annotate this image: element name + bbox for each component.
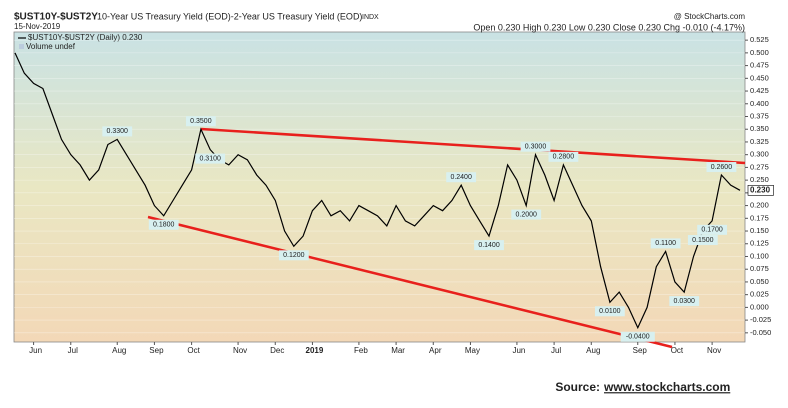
y-tick-label: 0.400 [750,99,769,108]
data-label: 0.3500 [190,118,212,125]
trend-line [147,215,673,349]
data-label: 0.0300 [674,298,696,305]
y-tick-label: 0.125 [750,239,769,248]
label-bg [195,153,226,164]
y-tick-label: -0.025 [750,315,771,324]
x-tick-label: Oct [187,346,200,355]
label-bg [669,296,700,307]
trend-line [200,127,746,165]
x-tick-label: Aug [112,346,126,355]
x-tick-label: Jul [551,346,561,355]
data-label: 0.0100 [599,308,621,315]
volume-legend: Volume undef [26,42,76,51]
data-label: 0.230 [750,185,771,194]
y-tick-label: 0.200 [750,201,769,210]
x-tick-label: Mar [391,346,405,355]
label-bg [594,306,625,317]
data-label: 0.1400 [478,242,500,249]
x-tick-label: Jun [29,346,42,355]
y-tick-label: 0.075 [750,264,769,273]
label-bg [697,224,728,235]
label-bg [474,240,504,251]
date: 15-Nov-2019 [14,22,61,31]
x-tick-label: Apr [429,346,442,355]
data-label: 0.1700 [701,227,723,234]
x-tick-label: Jul [68,346,78,355]
chart-title: 10-Year US Treasury Yield (EOD)-2-Year U… [97,11,362,21]
x-tick-label: Oct [671,346,684,355]
y-tick-label: 0.500 [750,48,769,57]
data-label: 0.3000 [525,144,547,151]
y-tick-label: 0.475 [750,61,769,70]
legend-entry: $UST10Y-$UST2Y (Daily) 0.230 [28,33,143,42]
y-tick-label: 0.275 [750,162,769,171]
label-bg [548,151,579,162]
x-tick-label: Sep [149,346,164,355]
y-tick-label: 0.450 [750,73,769,82]
exchange: INDX [362,14,379,21]
label-bg [687,235,718,246]
y-tick-label: 0.050 [750,277,769,286]
x-tick-label: 2019 [306,346,324,355]
y-tick-label: 0.325 [750,137,769,146]
y-tick-label: 0.425 [750,86,769,95]
label-bg [620,331,655,342]
source-prefix: Source: [555,380,600,394]
x-tick-label: Sep [633,346,648,355]
series-line [14,52,741,330]
x-tick-label: Nov [707,346,721,355]
x-tick-label: Aug [586,346,600,355]
data-label: 0.2600 [711,164,733,171]
source-link[interactable]: www.stockcharts.com [603,380,730,394]
label-bg [520,141,551,152]
data-label: 0.2400 [450,174,472,181]
x-tick-label: Jun [512,346,525,355]
y-tick-label: 0.375 [750,111,769,120]
y-tick-label: 0.000 [750,302,769,311]
label-bg [185,116,216,127]
y-tick-label: 0.175 [750,213,769,222]
y-tick-label: 0.150 [750,226,769,235]
x-tick-label: Nov [233,346,247,355]
x-tick-label: Dec [270,346,284,355]
symbol: $UST10Y-$UST2Y [14,12,98,23]
label-bg [446,172,477,183]
label-bg [706,162,737,173]
label-bg [102,126,133,137]
data-label: 0.3300 [107,128,129,135]
x-tick-label: Feb [354,346,368,355]
data-label: 0.1800 [153,222,175,229]
legend-swatch [19,44,24,49]
label-bg [278,250,309,261]
y-tick-label: 0.250 [750,175,769,184]
data-label: 0.3100 [199,155,221,162]
quote: Open 0.230 High 0.230 Low 0.230 Close 0.… [473,22,745,32]
data-label: 0.2000 [516,211,538,218]
label-bg [511,209,542,220]
plot-area [13,31,746,343]
data-label: -0.0400 [626,334,650,341]
label-bg [148,219,179,230]
data-label: 0.1500 [692,237,714,244]
y-tick-label: 0.350 [750,124,769,133]
data-label: 0.1200 [283,252,305,259]
y-tick-label: -0.050 [750,328,771,337]
x-tick-label: May [465,346,480,355]
y-tick-label: 0.025 [750,290,769,299]
data-label: 0.2800 [553,154,575,161]
data-label: 0.1100 [655,240,676,247]
y-tick-label: 0.525 [750,35,769,44]
label-bg [650,238,681,249]
label-bg [747,185,774,196]
credit: @ StockCharts.com [674,12,746,21]
y-tick-label: 0.100 [750,251,769,260]
y-tick-label: 0.300 [750,150,769,159]
